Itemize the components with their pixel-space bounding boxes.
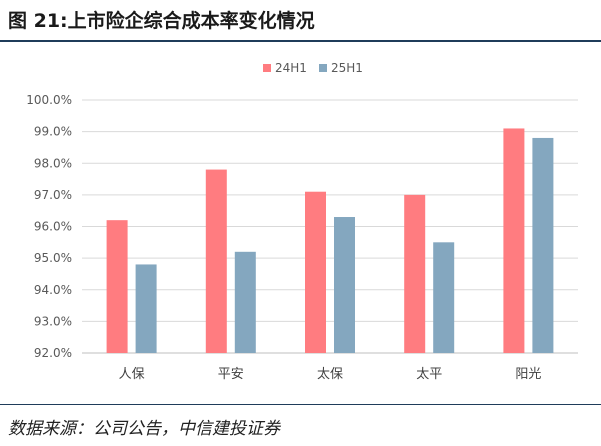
legend-swatch-25h1 <box>319 64 327 72</box>
legend-swatch-24h1 <box>263 64 271 72</box>
title-divider <box>0 40 601 42</box>
x-category-label: 太保 <box>317 367 343 382</box>
y-tick-label: 92.0% <box>34 346 72 360</box>
y-tick-label: 98.0% <box>34 156 72 170</box>
source-note: 数据来源：公司公告，中信建投证券 <box>8 419 280 439</box>
x-category-label: 太平 <box>416 367 442 382</box>
source-divider <box>0 404 601 405</box>
bar-25h1-4 <box>433 242 455 353</box>
bar-25h1-5 <box>532 137 554 353</box>
legend: 24H1 25H1 <box>263 61 363 75</box>
x-category-label: 人保 <box>119 367 145 382</box>
bar-24h1-4 <box>404 194 426 353</box>
y-tick-label: 94.0% <box>34 283 72 297</box>
y-axis: 92.0% 93.0% 94.0% 95.0% 96.0% 97.0% 98.0% 99.0%… <box>26 93 72 360</box>
x-category-label: 平安 <box>218 367 244 382</box>
y-tick-label: 93.0% <box>34 314 72 328</box>
y-tick-label: 97.0% <box>34 188 72 202</box>
bar-25h1-3 <box>334 217 355 353</box>
bar-24h1-1 <box>106 220 128 353</box>
bars <box>106 128 554 353</box>
bar-chart: 92.0% 93.0% 94.0% 95.0% 96.0% 97.0% 98.0% 99.0%… <box>26 61 578 382</box>
legend-label-24h1: 24H1 <box>275 61 307 75</box>
bar-24h1-2 <box>205 169 227 353</box>
y-tick-label: 100.0% <box>26 93 72 107</box>
x-axis: 人保 平安 太保 太平 阳光 <box>119 367 542 382</box>
gridlines <box>82 99 578 354</box>
bar-24h1-3 <box>305 191 326 353</box>
bar-25h1-1 <box>135 264 157 353</box>
bar-24h1-5 <box>503 128 525 353</box>
y-tick-label: 95.0% <box>34 251 72 265</box>
x-category-label: 阳光 <box>515 367 541 382</box>
figure-title: 图 21:上市险企综合成本率变化情况 <box>8 10 315 32</box>
bar-25h1-2 <box>234 251 256 353</box>
y-tick-label: 99.0% <box>34 125 72 139</box>
legend-label-25h1: 25H1 <box>331 61 363 75</box>
y-tick-label: 96.0% <box>34 220 72 234</box>
